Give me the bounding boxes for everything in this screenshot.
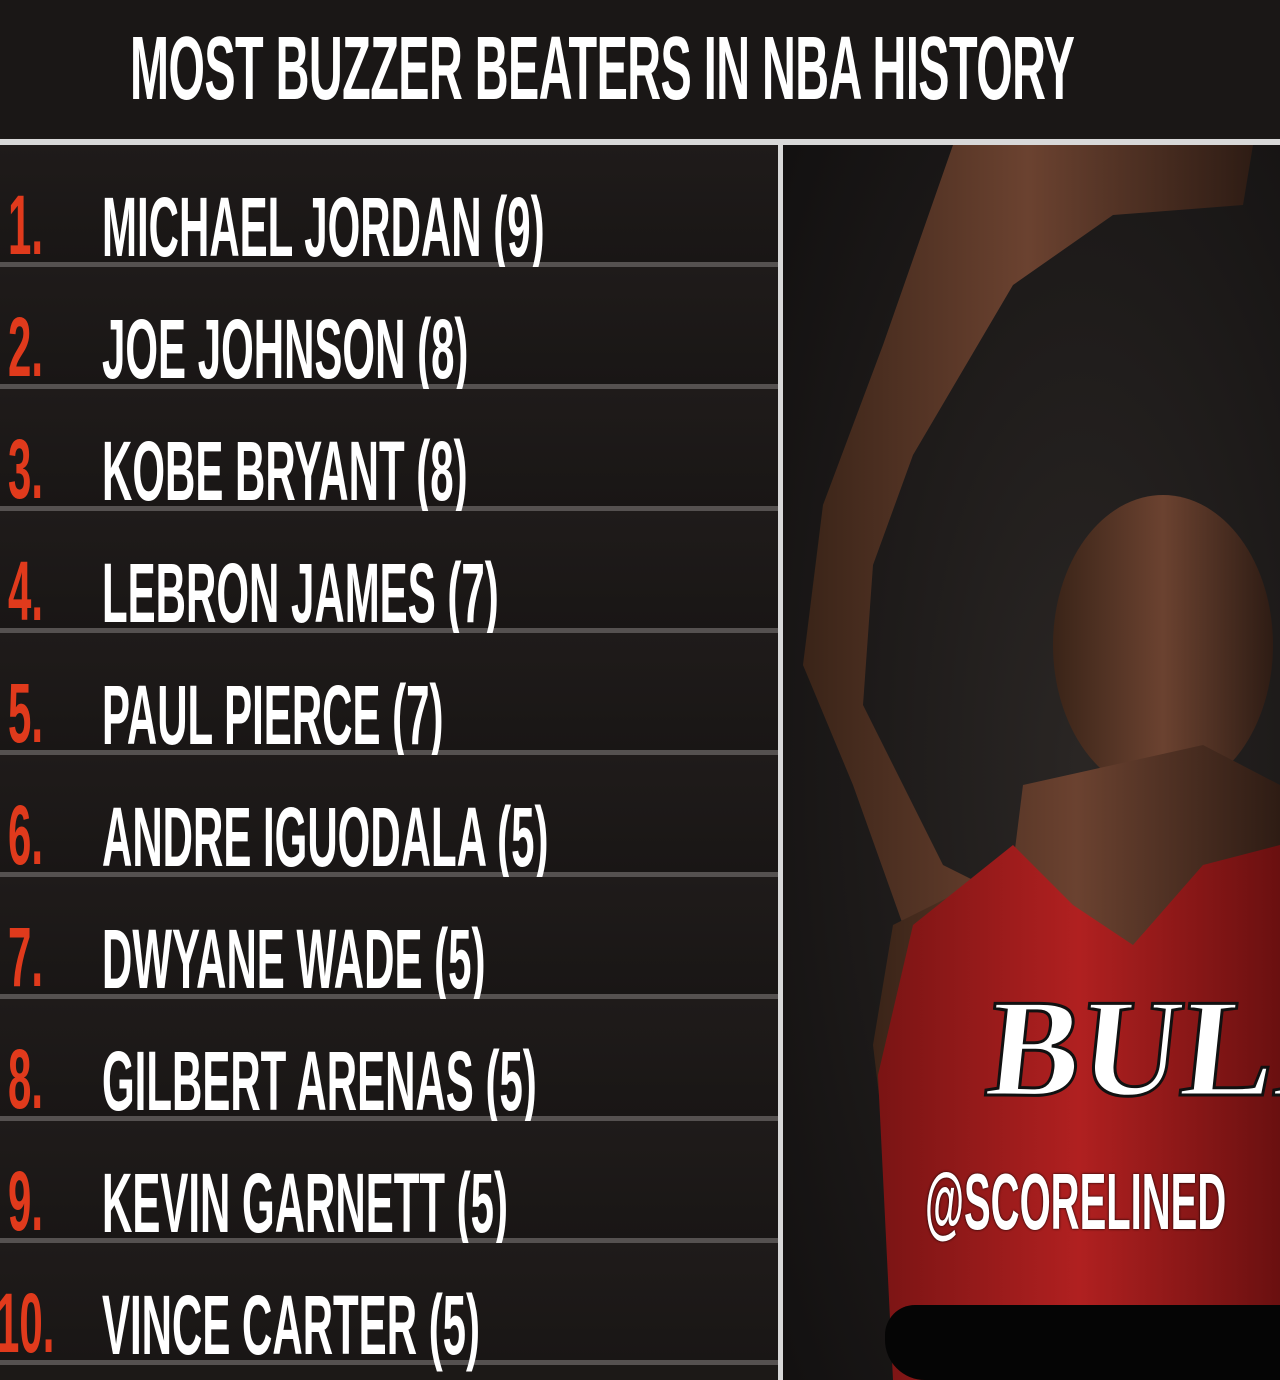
player-name: DWYANE WADE (5): [102, 912, 486, 1006]
list-item: 2. JOE JOHNSON (8): [0, 267, 778, 396]
player-name: GILBERT ARENAS (5): [102, 1034, 537, 1128]
player-name: KEVIN GARNETT (5): [102, 1156, 509, 1250]
rank-number: 4.: [8, 544, 44, 638]
rank-number: 6.: [8, 788, 44, 882]
list-item: 10. VINCE CARTER (5): [0, 1243, 778, 1372]
rank-number: 5.: [8, 666, 44, 760]
page-title: MOST BUZZER BEATERS IN NBA HISTORY: [130, 19, 1075, 119]
redaction-mark: [885, 1305, 1280, 1380]
player-name: MICHAEL JORDAN (9): [102, 180, 545, 274]
list-item: 9. KEVIN GARNETT (5): [0, 1121, 778, 1250]
rank-number: 1.: [8, 178, 44, 272]
list-item: 6. ANDRE IGUODALA (5): [0, 755, 778, 884]
player-name: VINCE CARTER (5): [102, 1278, 481, 1372]
rank-number: 7.: [8, 910, 44, 1004]
ranking-list: 1. MICHAEL JORDAN (9) 2. JOE JOHNSON (8) 3. K…: [0, 145, 778, 1372]
rank-number: 10.: [0, 1276, 55, 1370]
rank-number: 8.: [8, 1032, 44, 1126]
list-item: 8. GILBERT ARENAS (5): [0, 999, 778, 1128]
divider: [0, 139, 1280, 145]
divider: [778, 145, 783, 1380]
player-name: KOBE BRYANT (8): [102, 424, 468, 518]
player-photo: BULL: [783, 145, 1280, 1380]
list-item: 3. KOBE BRYANT (8): [0, 389, 778, 518]
player-name: JOE JOHNSON (8): [102, 302, 469, 396]
rank-number: 9.: [8, 1154, 44, 1248]
jersey-text: BULL: [980, 971, 1280, 1126]
list-item: 7. DWYANE WADE (5): [0, 877, 778, 1006]
rank-number: 3.: [8, 422, 44, 516]
rank-number: 2.: [8, 300, 44, 394]
player-name: PAUL PIERCE (7): [102, 668, 444, 762]
list-item: 5. PAUL PIERCE (7): [0, 633, 778, 762]
title-bar: MOST BUZZER BEATERS IN NBA HISTORY: [0, 0, 1280, 138]
player-name: ANDRE IGUODALA (5): [102, 790, 549, 884]
watermark: @SCORELINED: [925, 1157, 1227, 1246]
list-item: 4. LEBRON JAMES (7): [0, 511, 778, 640]
player-name: LEBRON JAMES (7): [102, 546, 499, 640]
list-item: 1. MICHAEL JORDAN (9): [0, 145, 778, 274]
